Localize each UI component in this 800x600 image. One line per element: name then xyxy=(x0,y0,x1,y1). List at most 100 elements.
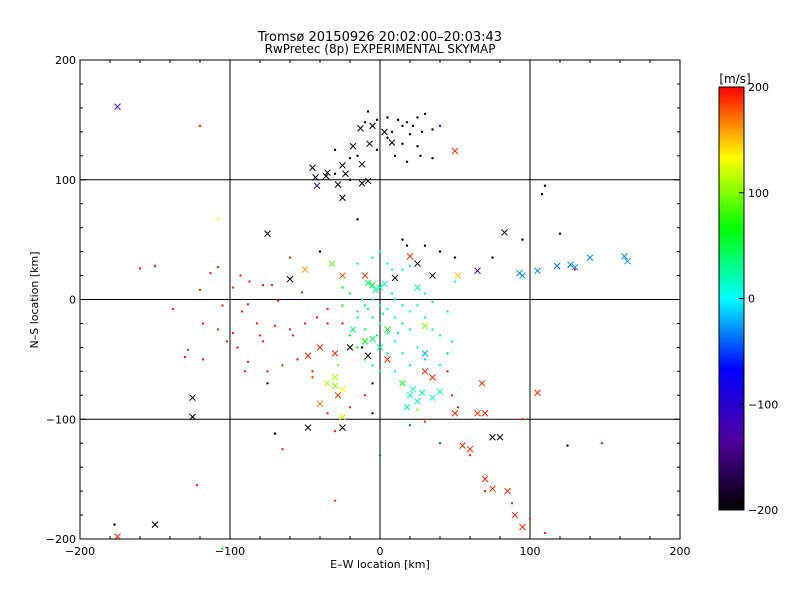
data-point-cross xyxy=(381,280,388,288)
chart-subtitle: RwPretec (8p) EXPERIMENTAL SKYMAP xyxy=(265,42,496,56)
data-point-cross xyxy=(406,391,414,399)
data-point-cross xyxy=(459,442,466,449)
data-point-dot xyxy=(281,364,284,367)
data-point-dot xyxy=(273,324,277,328)
data-point-cross xyxy=(474,409,481,417)
data-point-cross xyxy=(324,169,331,176)
data-point-cross xyxy=(429,373,436,381)
data-point-dot xyxy=(393,340,397,343)
data-point-cross xyxy=(339,272,346,279)
colorbar-tick-label: 0 xyxy=(748,293,755,306)
data-point-dot xyxy=(255,322,259,325)
data-point-dot xyxy=(393,370,397,373)
data-point-cross xyxy=(328,260,336,267)
data-point-dot xyxy=(401,268,404,271)
data-point-dot xyxy=(378,453,382,457)
data-point-cross xyxy=(414,284,421,291)
colorbar: 200 100 0 −100 −200 xyxy=(718,81,778,517)
data-point-dot xyxy=(261,283,265,287)
data-point-cross xyxy=(519,272,526,279)
data-point-dot xyxy=(468,453,472,457)
data-point-dot xyxy=(450,340,454,343)
data-point-cross xyxy=(567,261,574,269)
data-point-dot xyxy=(311,376,314,379)
data-point-dot xyxy=(221,304,224,307)
data-point-cross xyxy=(358,179,366,187)
data-point-cross xyxy=(334,181,342,188)
data-point-cross xyxy=(421,322,429,330)
data-point-dot xyxy=(419,154,422,157)
data-point-cross xyxy=(331,350,339,357)
data-point-dot xyxy=(311,370,314,373)
data-point-dot xyxy=(371,298,374,301)
data-point-dot xyxy=(216,265,220,269)
data-point-dot xyxy=(363,328,367,331)
data-point-cross xyxy=(586,254,594,261)
data-point-dot xyxy=(363,394,367,397)
data-point-cross xyxy=(349,142,357,150)
data-point-cross xyxy=(451,147,459,155)
data-point-dot xyxy=(201,322,205,325)
data-point-dot xyxy=(438,364,442,367)
data-point-dot xyxy=(348,406,352,409)
data-point-cross xyxy=(357,124,364,132)
data-point-dot xyxy=(401,142,404,146)
data-point-dot xyxy=(341,322,344,325)
data-point-cross xyxy=(322,172,330,180)
data-point-cross xyxy=(339,413,346,421)
data-point-dot xyxy=(386,262,389,265)
data-point-dot xyxy=(408,328,412,331)
data-point-dot xyxy=(378,370,382,373)
data-point-cross xyxy=(369,335,376,343)
data-point-cross xyxy=(264,230,271,237)
data-point-cross xyxy=(346,344,354,351)
data-point-cross xyxy=(349,326,357,333)
data-point-cross xyxy=(381,128,388,136)
data-point-cross xyxy=(474,267,481,275)
data-point-dot xyxy=(333,148,337,152)
data-point-dot xyxy=(416,346,419,349)
data-point-cross xyxy=(286,275,294,283)
data-point-dot xyxy=(393,298,397,301)
data-point-dot xyxy=(296,358,299,361)
data-point-cross xyxy=(403,403,411,411)
data-point-cross xyxy=(309,164,316,172)
data-point-cross xyxy=(391,274,399,282)
data-point-dot xyxy=(401,238,404,241)
data-point-dot xyxy=(371,382,374,385)
data-point-cross xyxy=(369,122,376,130)
colorbar-tick-label: −100 xyxy=(748,398,778,411)
data-point-cross xyxy=(316,400,324,408)
data-point-cross xyxy=(504,487,511,495)
data-point-dot xyxy=(216,218,220,221)
data-point-dot xyxy=(326,307,329,311)
y-tick-label: 200 xyxy=(55,54,76,67)
x-tick-label: 0 xyxy=(377,545,384,558)
data-point-dot xyxy=(231,286,235,289)
data-point-dot xyxy=(113,523,116,526)
data-point-dot xyxy=(326,412,329,415)
data-point-dot xyxy=(573,268,577,271)
data-point-dot xyxy=(401,304,404,307)
data-point-cross xyxy=(376,284,384,291)
data-point-cross xyxy=(489,485,496,493)
data-point-dot xyxy=(423,316,427,319)
data-point-dot xyxy=(371,316,374,319)
data-point-dot xyxy=(510,501,514,505)
data-point-dot xyxy=(420,130,424,134)
data-point-dot xyxy=(405,121,409,124)
data-point-dot xyxy=(371,364,374,367)
data-point-dot xyxy=(393,154,397,157)
data-point-dot xyxy=(356,346,359,349)
data-point-dot xyxy=(201,358,205,361)
data-point-cross xyxy=(409,385,417,393)
data-point-dot xyxy=(396,118,400,122)
data-point-cross xyxy=(151,521,159,528)
data-point-cross xyxy=(481,475,489,483)
data-point-dot xyxy=(431,156,434,160)
data-point-cross xyxy=(571,263,579,271)
data-point-cross xyxy=(342,170,349,178)
chart-title: Tromsø 20150926 20:02:00–20:03:43 xyxy=(257,30,502,45)
data-point-dot xyxy=(341,286,344,289)
data-point-dot xyxy=(138,267,142,270)
